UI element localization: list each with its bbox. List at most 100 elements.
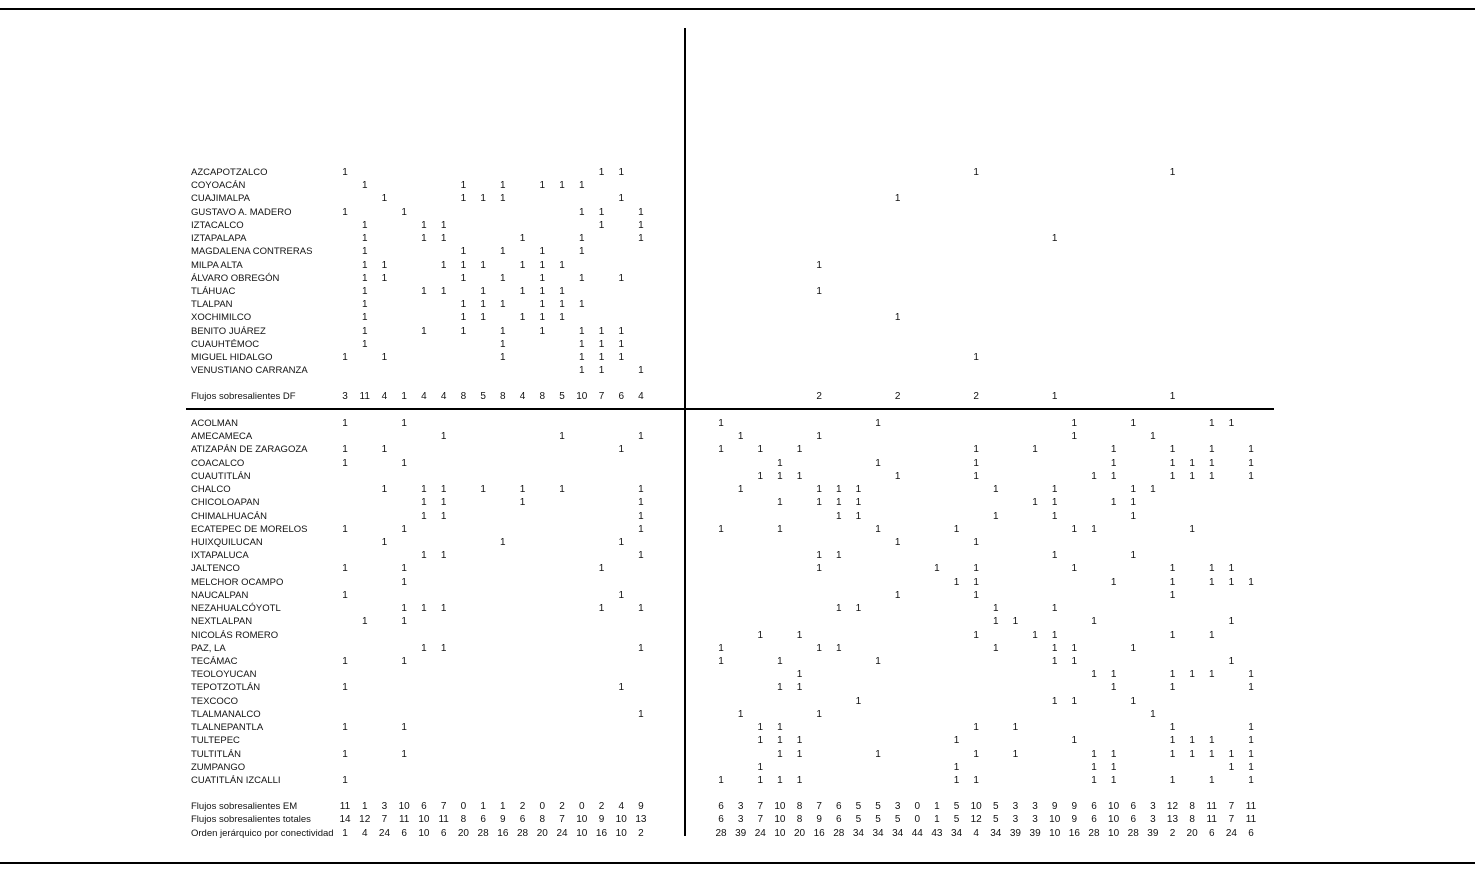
- em-row-cell: 1: [1189, 669, 1195, 681]
- summary-row-cell: 9: [1071, 801, 1078, 812]
- summary-row-cell: 34: [852, 828, 864, 839]
- em-row-cell: 1: [381, 484, 388, 496]
- em-row-cell: 1: [618, 444, 624, 456]
- summary-row-cell: 2: [638, 828, 644, 839]
- em-row-cell: 1: [1208, 576, 1215, 588]
- df-row-cell: 1: [618, 325, 624, 337]
- em-row-cell: 1: [638, 523, 644, 535]
- em-row-cell: 1: [638, 484, 644, 496]
- em-row-cell: 1: [1169, 563, 1176, 575]
- em-row-cell: 1: [638, 510, 644, 522]
- summary-row-cell: 5: [855, 814, 862, 825]
- df-row-cell: 1: [421, 325, 427, 337]
- em-row-cell: 1: [638, 550, 644, 562]
- em-row-cell: 1: [638, 642, 644, 654]
- summary-row-cell: 20: [457, 828, 469, 839]
- em-row-cell: 1: [1248, 682, 1254, 694]
- df-row-cell: 1: [598, 352, 605, 364]
- em-row-cell: 1: [342, 682, 348, 694]
- em-row-cell: 1: [835, 550, 842, 562]
- summary-row-cell: 10: [1108, 828, 1120, 839]
- em-row-cell: 1: [1110, 761, 1117, 773]
- df-row-cell: 1: [381, 272, 388, 284]
- em-row-cell: 1: [1248, 774, 1254, 786]
- summary-row-cell: 43: [931, 828, 943, 839]
- df-row-cell: 1: [638, 219, 644, 231]
- df-row-label: TLÁHUAC: [191, 285, 236, 297]
- df-row-cell: 1: [361, 325, 368, 337]
- em-row-cell: 1: [1248, 748, 1254, 760]
- df-row-cell: 1: [618, 167, 624, 178]
- summary-row-cell: 5: [993, 801, 999, 812]
- df-row-cell: 1: [342, 206, 348, 218]
- df-row-cell: 1: [519, 285, 526, 297]
- em-row-cell: 1: [777, 523, 783, 535]
- summary-row-cell: 11: [398, 814, 410, 825]
- em-row-cell: 1: [1130, 418, 1136, 429]
- em-row-cell: 1: [421, 603, 427, 615]
- em-row-cell: 1: [894, 589, 901, 601]
- df-row-label: GUSTAVO A. MADERO: [191, 206, 292, 218]
- summary-row-cell: 7: [816, 801, 822, 812]
- em-row-cell: 1: [440, 642, 447, 654]
- em-row-cell: 1: [953, 774, 960, 786]
- summary-row-cell: 11: [1206, 801, 1217, 812]
- em-row-cell: 1: [342, 722, 348, 734]
- df-row-cell: 1: [539, 285, 546, 297]
- df-row-label: ÁLVARO OBREGÓN: [191, 272, 280, 284]
- em-row-cell: 1: [1071, 735, 1078, 747]
- summary-row-cell: 6: [1130, 814, 1136, 825]
- em-row-cell: 1: [973, 576, 979, 588]
- em-row-cell: 1: [993, 642, 999, 654]
- em-row-cell: 1: [1169, 589, 1176, 601]
- df-row-cell: 1: [361, 338, 368, 350]
- em-row-cell: 1: [1051, 642, 1058, 654]
- summary-row-cell: 6: [718, 814, 724, 825]
- em-row-cell: 1: [1248, 470, 1254, 482]
- em-row-label: CHIMALHUACÁN: [191, 510, 268, 522]
- em-row-cell: 1: [1189, 457, 1195, 469]
- summary-row-cell: 10: [1049, 814, 1061, 825]
- summary-row-cell: 34: [950, 828, 963, 839]
- em-row-cell: 1: [855, 497, 862, 509]
- em-row-cell: 1: [1169, 629, 1176, 641]
- summary-row-cell: 11: [1245, 801, 1257, 812]
- df-row-cell: 1: [460, 325, 467, 337]
- df-summary-row-cell: 1: [1169, 391, 1176, 402]
- summary-row-cell: 3: [737, 801, 744, 812]
- df-summary-row-cell: 4: [421, 391, 427, 402]
- df-row-cell: 1: [598, 219, 605, 231]
- em-row-cell: 1: [777, 457, 783, 469]
- em-row-cell: 1: [401, 616, 407, 628]
- em-row-label: ACOLMAN: [191, 418, 238, 429]
- summary-row-cell: 20: [1186, 828, 1198, 839]
- em-row-cell: 1: [855, 695, 862, 707]
- df-row-label: MAGDALENA CONTRERAS: [191, 246, 313, 258]
- em-row-cell: 1: [875, 523, 881, 535]
- summary-row-cell: 24: [378, 828, 391, 839]
- df-row-cell: 1: [598, 338, 605, 350]
- summary-row-cell: 0: [460, 801, 467, 812]
- em-row-cell: 1: [855, 510, 862, 522]
- summary-row-cell: 2: [598, 801, 605, 812]
- df-row-cell: 1: [618, 352, 624, 364]
- em-row-label: PAZ, LA: [191, 642, 226, 654]
- df-row-cell: 1: [480, 193, 486, 205]
- summary-row-cell: 10: [418, 814, 430, 825]
- em-row-cell: 1: [816, 431, 822, 443]
- df-row-cell: 1: [578, 233, 585, 245]
- em-row-cell: 1: [440, 603, 447, 615]
- summary-row-cell: 24: [754, 828, 766, 839]
- em-row-cell: 1: [1051, 603, 1058, 615]
- summary-row-cell: 3: [1012, 814, 1019, 825]
- em-row-cell: 1: [953, 523, 960, 535]
- em-row-label: TEPOTZOTLÁN: [191, 682, 261, 694]
- df-row-cell: 1: [500, 193, 506, 205]
- em-row-cell: 1: [718, 642, 724, 654]
- summary-row-cell: 5: [993, 814, 999, 825]
- em-row-cell: 1: [559, 431, 565, 443]
- em-row-cell: 1: [1130, 510, 1136, 522]
- summary-row-cell: 10: [615, 814, 627, 825]
- summary-row-cell: 11: [1206, 814, 1217, 825]
- em-row-cell: 1: [1051, 510, 1058, 522]
